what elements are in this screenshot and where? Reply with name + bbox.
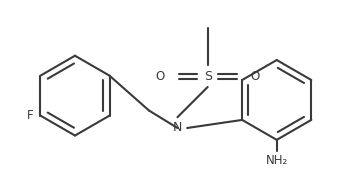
- Text: O: O: [251, 70, 260, 83]
- Text: S: S: [204, 70, 212, 83]
- Text: N: N: [173, 121, 182, 135]
- Text: F: F: [27, 109, 34, 122]
- Text: NH₂: NH₂: [266, 154, 288, 167]
- Text: O: O: [155, 70, 165, 83]
